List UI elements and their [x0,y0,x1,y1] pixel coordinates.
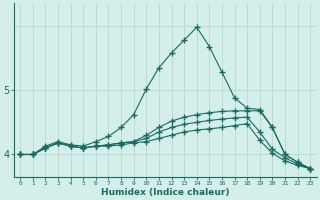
X-axis label: Humidex (Indice chaleur): Humidex (Indice chaleur) [101,188,229,197]
